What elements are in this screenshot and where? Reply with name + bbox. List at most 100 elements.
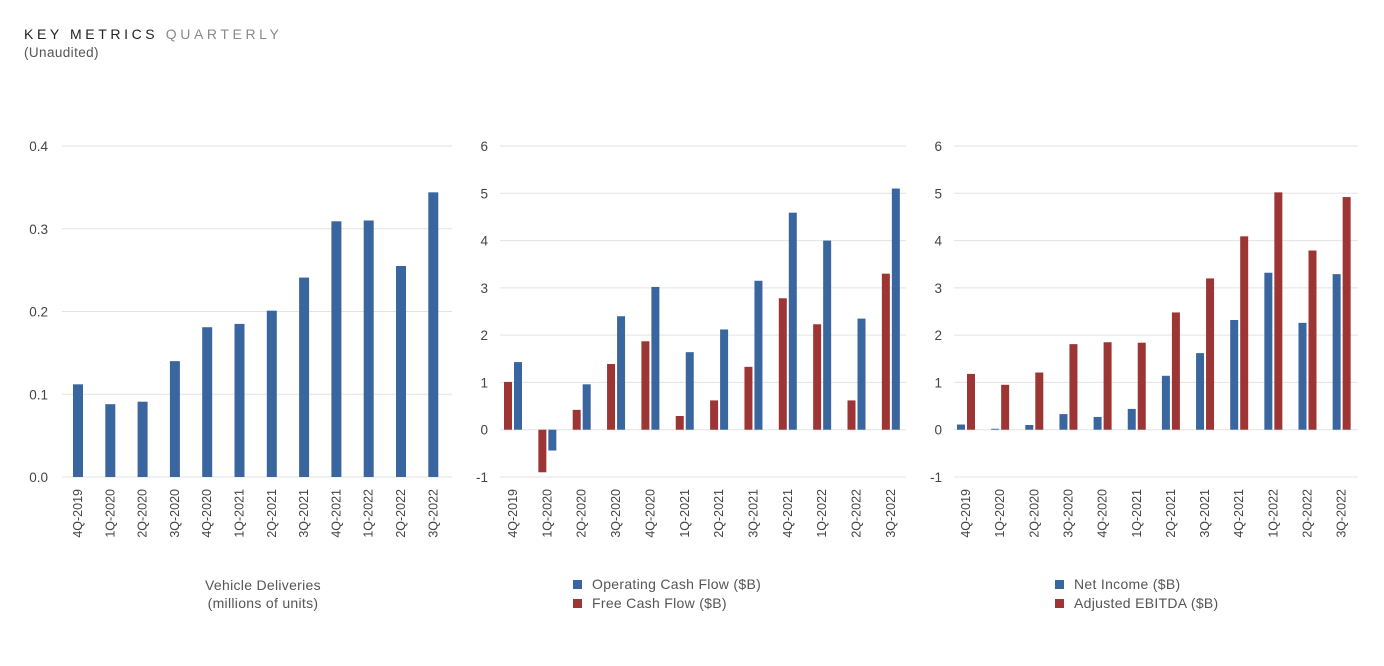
bar bbox=[331, 221, 342, 477]
bar bbox=[651, 286, 660, 430]
legend-label: Free Cash Flow ($B) bbox=[592, 595, 727, 611]
bar bbox=[744, 366, 753, 430]
y-tick-label: 4 bbox=[480, 234, 488, 249]
category-label: 4Q-2020 bbox=[643, 489, 657, 538]
category-label: 4Q-2021 bbox=[781, 489, 795, 538]
bar bbox=[891, 188, 900, 430]
bar bbox=[1342, 197, 1351, 430]
category-label: 3Q-2022 bbox=[1335, 489, 1349, 538]
chart-3: -1 0 1 2 3 4 5 6 4Q-2019 1Q-2020 2Q-2020 3Q-2020 4Q-… bbox=[930, 139, 1358, 611]
legend-swatch bbox=[573, 599, 582, 608]
bar bbox=[778, 298, 787, 430]
category-label: 3Q-2022 bbox=[426, 489, 440, 538]
category-label: 2Q-2021 bbox=[1164, 489, 1178, 538]
bar bbox=[685, 352, 694, 430]
legend-label: Adjusted EBITDA ($B) bbox=[1074, 595, 1219, 611]
legend-label: Operating Cash Flow ($B) bbox=[592, 576, 761, 592]
bar bbox=[1025, 424, 1034, 430]
category-label: 3Q-2021 bbox=[746, 489, 760, 538]
category-label: 2Q-2022 bbox=[394, 489, 408, 538]
bar bbox=[572, 409, 581, 430]
category-label: 3Q-2021 bbox=[297, 489, 311, 538]
category-label: 2Q-2020 bbox=[1027, 489, 1041, 538]
legend-swatch bbox=[1055, 599, 1064, 608]
y-tick-label: 6 bbox=[934, 139, 942, 154]
legend-label: Net Income ($B) bbox=[1074, 576, 1180, 592]
y-tick-label: 0.1 bbox=[29, 387, 48, 402]
bar bbox=[720, 329, 729, 430]
bar bbox=[1264, 272, 1273, 430]
bar bbox=[514, 362, 522, 430]
bar bbox=[1127, 408, 1136, 430]
unaudited-note: (Unaudited) bbox=[24, 45, 99, 60]
page-title: KEY METRICS QUARTERLY bbox=[24, 26, 282, 42]
bar bbox=[675, 416, 684, 430]
bar bbox=[1137, 342, 1146, 430]
category-label: 1Q-2021 bbox=[678, 489, 692, 538]
category-label: 4Q-2019 bbox=[959, 489, 973, 538]
y-tick-label: 0.3 bbox=[29, 222, 48, 237]
category-label: 1Q-2021 bbox=[233, 489, 247, 538]
y-tick-label: -1 bbox=[476, 470, 488, 485]
bar bbox=[823, 240, 832, 430]
bar bbox=[857, 318, 866, 430]
y-tick-label: 2 bbox=[934, 328, 942, 343]
chart-2: -1 0 1 2 3 4 5 6 4Q-2019 1Q-2020 2Q-2020 3Q-2020 4Q-… bbox=[476, 139, 906, 611]
bar bbox=[1103, 342, 1112, 430]
axis-caption: (millions of units) bbox=[208, 595, 319, 611]
title-main: KEY METRICS bbox=[24, 26, 159, 42]
bar bbox=[234, 323, 245, 477]
category-label: 2Q-2021 bbox=[712, 489, 726, 538]
category-label: 1Q-2020 bbox=[993, 489, 1007, 538]
bar bbox=[137, 401, 148, 477]
bar bbox=[991, 428, 1000, 430]
category-label: 4Q-2019 bbox=[71, 489, 85, 538]
bar bbox=[266, 310, 277, 477]
y-tick-label: 2 bbox=[480, 328, 488, 343]
category-label: 2Q-2021 bbox=[265, 489, 279, 538]
y-tick-label: 5 bbox=[480, 186, 488, 201]
category-label: 3Q-2021 bbox=[1198, 489, 1212, 538]
bar bbox=[617, 316, 626, 430]
y-tick-label: 5 bbox=[934, 186, 942, 201]
bar bbox=[428, 192, 439, 477]
y-tick-label: -1 bbox=[930, 470, 942, 485]
bar bbox=[957, 424, 965, 430]
bar bbox=[641, 341, 650, 430]
axis-caption: Vehicle Deliveries bbox=[205, 577, 321, 593]
legend-swatch bbox=[1055, 580, 1064, 589]
category-label: 3Q-2020 bbox=[1061, 489, 1075, 538]
bar bbox=[1332, 274, 1341, 430]
bar bbox=[1035, 372, 1044, 430]
category-label: 1Q-2022 bbox=[815, 489, 829, 538]
bar bbox=[105, 404, 116, 477]
category-label: 2Q-2022 bbox=[850, 489, 864, 538]
category-label: 1Q-2020 bbox=[103, 489, 117, 538]
y-tick-label: 0.2 bbox=[29, 305, 48, 320]
bar bbox=[847, 400, 856, 430]
category-label: 3Q-2020 bbox=[168, 489, 182, 538]
bar bbox=[1308, 250, 1317, 430]
bar bbox=[1001, 384, 1010, 430]
bar bbox=[169, 361, 180, 477]
category-label: 2Q-2020 bbox=[575, 489, 589, 538]
y-tick-label: 0.4 bbox=[29, 139, 48, 154]
bar bbox=[73, 384, 83, 477]
bar bbox=[710, 400, 719, 430]
bar bbox=[1093, 416, 1102, 430]
category-label: 1Q-2022 bbox=[362, 489, 376, 538]
category-label: 4Q-2021 bbox=[329, 489, 343, 538]
page-header: KEY METRICS QUARTERLY (Unaudited) bbox=[24, 26, 282, 60]
category-label: 4Q-2020 bbox=[1096, 489, 1110, 538]
bar bbox=[1230, 320, 1239, 430]
legend-swatch bbox=[573, 580, 582, 589]
bar bbox=[363, 220, 374, 477]
y-tick-label: 3 bbox=[934, 281, 942, 296]
bar bbox=[548, 429, 557, 451]
bar bbox=[1171, 312, 1180, 430]
y-tick-label: 1 bbox=[934, 375, 942, 390]
category-label: 3Q-2020 bbox=[609, 489, 623, 538]
y-tick-label: 1 bbox=[480, 375, 488, 390]
bar bbox=[1069, 344, 1078, 430]
y-tick-label: 4 bbox=[934, 234, 942, 249]
